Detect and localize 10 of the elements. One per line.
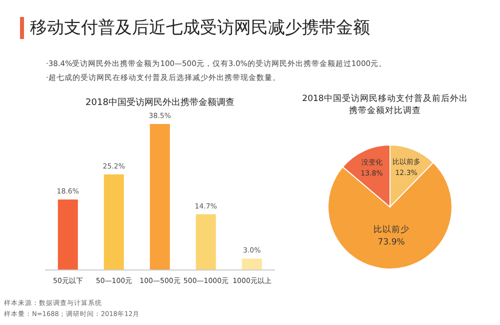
text: 移动支付普及后近七成受访网民减少携带金额 xyxy=(30,17,370,39)
chart-title: 2018中国受访网民外出携带金额调查 xyxy=(84,96,236,109)
bar xyxy=(104,174,124,270)
bar xyxy=(150,124,170,270)
chart-title: 2018中国受访网民移动支付普及前后外出携带金额对比调查 xyxy=(301,93,469,117)
data-label: 73.9% xyxy=(378,237,405,248)
slice-label: 比以前少 xyxy=(373,224,410,235)
bar xyxy=(196,214,216,270)
bar xyxy=(242,258,262,270)
bar xyxy=(58,199,78,270)
